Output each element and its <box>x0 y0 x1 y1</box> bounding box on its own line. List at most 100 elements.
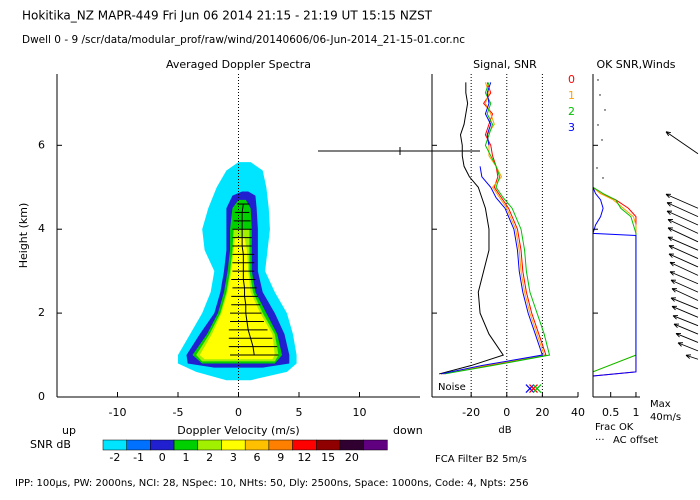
noise-marker <box>532 384 542 394</box>
profile-line <box>442 82 547 375</box>
wind-arrow <box>667 218 699 234</box>
legend-entry: 2 <box>568 105 575 118</box>
footer: IPP: 100μs, PW: 2000ns, NCI: 28, NSpec: … <box>15 478 528 489</box>
y-tick-label: 0 <box>38 390 45 403</box>
x-axis-label: Frac OK <box>595 422 634 433</box>
wind-arrow <box>673 323 699 335</box>
wind-arrow <box>675 332 699 343</box>
colorbar-tick: 3 <box>230 451 237 464</box>
wind-arrow <box>666 210 699 226</box>
colorbar-box <box>339 439 364 451</box>
colorbar-box <box>316 439 341 451</box>
wind-arrow <box>671 288 699 301</box>
spectrum-level <box>199 237 275 360</box>
colorbar-tick: 2 <box>206 451 213 464</box>
x-tick-label: -5 <box>173 406 184 419</box>
x-tick-label: -20 <box>462 406 480 419</box>
y-tick-label: 2 <box>38 306 45 319</box>
colorbar-box <box>292 439 317 451</box>
legend-entry: 3 <box>568 121 575 134</box>
x-tick-label: 10 <box>353 406 367 419</box>
colorbar-tick: 15 <box>321 451 335 464</box>
y-tick-label: 6 <box>38 138 45 151</box>
colorbar-box <box>102 439 127 451</box>
annotation: 40m/s <box>650 412 681 423</box>
colorbar-box <box>197 439 222 451</box>
x-tick-label: 0 <box>235 406 242 419</box>
filter-note: FCA Filter B2 5m/s <box>435 454 527 465</box>
colorbar-box <box>244 439 270 451</box>
colorbar-tick: 20 <box>345 451 359 464</box>
ac-offset-dot <box>602 177 604 179</box>
ac-offset-dot <box>599 94 601 96</box>
colorbar-tick: 12 <box>297 451 311 464</box>
annotation: Noise <box>438 382 466 393</box>
profile-line <box>442 82 545 375</box>
profile-line <box>484 82 492 146</box>
wind-arrow <box>668 245 699 259</box>
legend-entry: 0 <box>568 73 575 86</box>
legend-dots: ··· <box>595 435 605 446</box>
colorbar-box <box>173 439 199 451</box>
colorbar-box <box>150 439 175 451</box>
wind-arrow <box>666 202 699 218</box>
wind-arrow <box>671 305 699 318</box>
ac-offset-dot <box>597 79 599 81</box>
x-tick-label: 20 <box>535 406 549 419</box>
wind-arrow <box>677 342 699 352</box>
profile-line <box>444 82 551 375</box>
wind-arrow <box>668 253 699 268</box>
noise-marker <box>529 384 538 394</box>
colorbar-tick: 1 <box>182 451 189 464</box>
x-tick-label: 0.5 <box>602 406 620 419</box>
wind-arrow <box>667 227 699 243</box>
wind-arrow <box>665 131 699 155</box>
colorbar-tick: -1 <box>133 451 144 464</box>
panel-title: Signal, SNR <box>473 58 537 71</box>
profile-line <box>438 82 505 375</box>
wind-arrow <box>672 315 699 327</box>
y-tick-label: 4 <box>38 222 45 235</box>
colorbar-tick: 0 <box>159 451 166 464</box>
x-axis-label: dB <box>498 425 511 436</box>
x-tick-label: 0 <box>503 406 510 419</box>
wind-arrow <box>667 236 699 251</box>
wind-arrow <box>665 193 699 209</box>
wind-arrow <box>670 297 699 310</box>
colorbar-tick: -2 <box>109 451 120 464</box>
header-line1: Hokitika_NZ MAPR-449 Fri Jun 06 2014 21:… <box>22 9 433 23</box>
x-tick-label: -10 <box>109 406 127 419</box>
wind-arrow <box>670 279 699 293</box>
colorbar-label: SNR dB <box>30 438 71 451</box>
header-line2: Dwell 0 - 9 /scr/data/modular_prof/raw/w… <box>22 34 465 46</box>
panel-title: Averaged Doppler Spectra <box>166 58 311 71</box>
x-tick-label: 5 <box>296 406 303 419</box>
ac-offset-dot <box>596 167 598 169</box>
colorbar-box <box>126 439 151 451</box>
x-tick-label: 40 <box>571 406 585 419</box>
ac-offset-dot <box>601 139 603 141</box>
profile-line <box>440 166 544 375</box>
wind-arrow <box>669 271 699 285</box>
colorbar-tick: 9 <box>277 451 284 464</box>
annotation: down <box>393 424 423 437</box>
wind-arrow <box>669 261 699 276</box>
noise-marker <box>525 384 535 394</box>
x-axis-label: Doppler Velocity (m/s) <box>177 424 299 437</box>
annotation: up <box>62 424 76 437</box>
ac-offset-dot <box>604 109 606 111</box>
colorbar-box <box>363 439 388 451</box>
wind-arrow <box>685 354 699 360</box>
x-tick-label: 1 <box>632 406 639 419</box>
y-axis-label: Height (km) <box>17 203 30 269</box>
annotation: Max <box>650 399 671 410</box>
colorbar-box <box>221 439 246 451</box>
ac-offset-dot <box>597 124 599 126</box>
colorbar-tick: 6 <box>254 451 261 464</box>
colorbar-box <box>268 439 293 451</box>
legend-note: AC offset <box>613 435 658 446</box>
legend-entry: 1 <box>568 89 575 102</box>
panel-title: OK SNR,Winds <box>596 58 675 71</box>
